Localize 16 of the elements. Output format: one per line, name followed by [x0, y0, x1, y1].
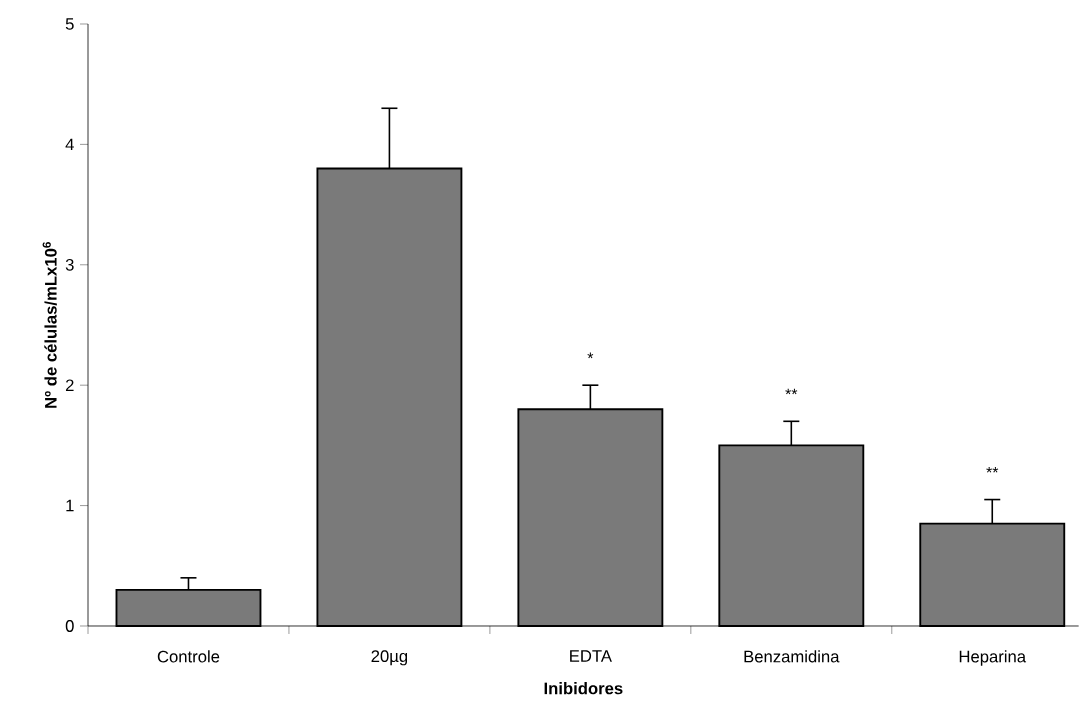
x-tick-label: Heparina	[959, 650, 1027, 666]
y-tick-label: 4	[65, 138, 74, 151]
x-tick-label: Controle	[157, 650, 220, 663]
x-axis-title: Inibidores	[544, 682, 623, 695]
annotation: *	[587, 352, 594, 359]
y-tick-label: 1	[66, 499, 74, 512]
annotation: **	[986, 466, 999, 473]
y-tick-label: 0	[65, 620, 74, 632]
y-tick-label: 2	[65, 379, 74, 391]
y-axis-title: Nº de células/mLx10$^{6}$	[42, 242, 57, 408]
annotation: **	[785, 388, 798, 395]
x-tick-label: 20µg	[371, 650, 408, 666]
x-tick-label: Benzamidina	[744, 650, 840, 663]
x-tick-label: EDTA	[570, 650, 612, 662]
y-tick-label: 3	[65, 258, 74, 271]
y-tick-label: 5	[65, 18, 74, 30]
